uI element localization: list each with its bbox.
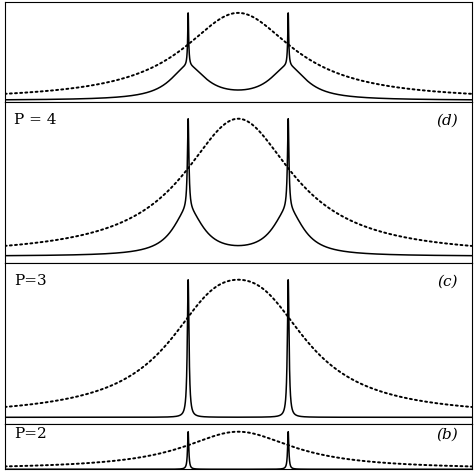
Text: P=3: P=3 bbox=[14, 274, 47, 289]
Text: P=2: P=2 bbox=[14, 428, 47, 441]
Text: P = 4: P = 4 bbox=[14, 113, 56, 128]
Text: (d): (d) bbox=[436, 113, 457, 128]
Text: (c): (c) bbox=[437, 274, 457, 289]
Text: (b): (b) bbox=[436, 428, 457, 441]
